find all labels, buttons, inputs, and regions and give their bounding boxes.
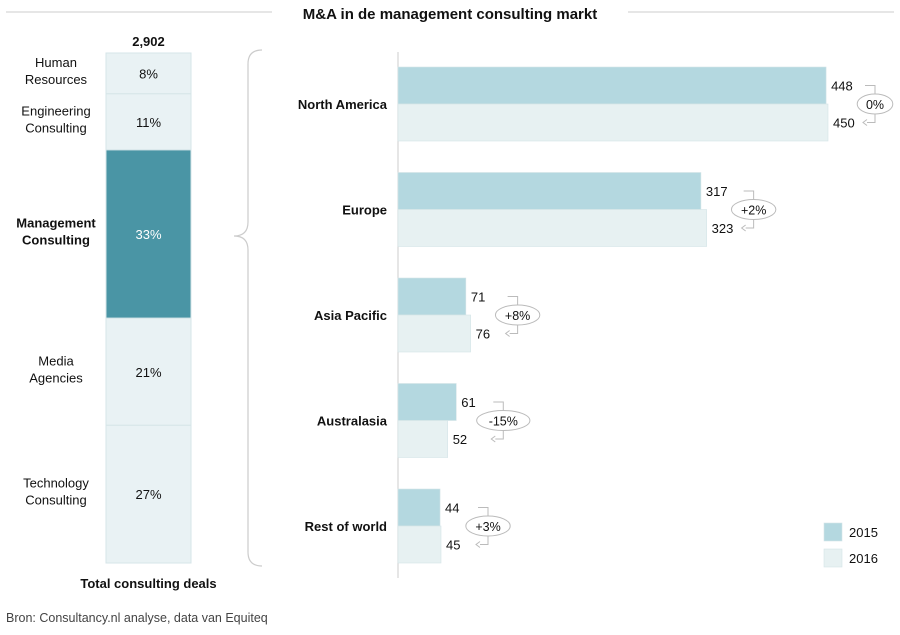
bar-2015: [397, 277, 467, 316]
bar-value-label: 61: [461, 395, 475, 410]
stack-segment: [105, 93, 192, 151]
bar-value-label: 317: [706, 184, 728, 199]
stack-segment: [105, 317, 192, 426]
stack-value-label: 21%: [135, 365, 161, 380]
region-bar-chart: 448 450 North America 0% 317 323 Europe +2% 71 76…: [298, 52, 894, 578]
change-arrowhead: [740, 224, 746, 232]
stack-category-label: Consulting: [25, 120, 86, 135]
stack-value-label: 11%: [136, 115, 161, 130]
bar-2016: [397, 314, 471, 353]
bar-value-label: 448: [831, 79, 853, 94]
bar-value-label: 45: [446, 538, 460, 553]
change-badge: [465, 515, 511, 537]
region-label: Australasia: [317, 414, 388, 429]
legend-swatch-2015: [823, 522, 843, 542]
stacked-total-chart: 2,902 8% Human Resources 11% Engineering Consu…: [16, 34, 216, 591]
bar-2016: [397, 103, 829, 142]
stack-segment: [105, 52, 192, 95]
bar-value-label: 52: [453, 432, 467, 447]
bar-value-label: 450: [833, 116, 855, 131]
bar-value-label: 323: [712, 221, 734, 236]
change-badge: [730, 199, 777, 220]
stack-category-label: Agencies: [29, 370, 83, 385]
change-badge: [494, 304, 541, 326]
region-label: North America: [298, 97, 388, 112]
region-label: Rest of world: [305, 519, 387, 534]
bar-value-label: 76: [476, 327, 490, 342]
change-label: 0%: [866, 98, 884, 112]
bar-2016: [397, 209, 707, 247]
stack-category-label: Technology: [23, 476, 89, 491]
region-label: Europe: [342, 203, 387, 218]
change-arrowhead: [475, 541, 481, 548]
total-label: 2,902: [132, 34, 165, 49]
stack-category-label: Engineering: [21, 103, 90, 118]
stack-category-label: Resources: [25, 72, 88, 87]
bar-2016: [397, 420, 448, 458]
change-arrowhead: [490, 435, 496, 443]
stack-segment: [105, 424, 192, 564]
bar-2015: [397, 383, 457, 421]
source-note: Bron: Consultancy.nl analyse, data van E…: [6, 611, 268, 625]
bracket-brace: [233, 49, 263, 567]
legend-swatch-2016: [823, 548, 843, 568]
bar-value-label: 71: [471, 290, 485, 305]
change-badge: [476, 410, 531, 431]
bar-value-label: 44: [445, 501, 459, 516]
stack-category-label: Media: [38, 353, 74, 368]
change-arrowhead: [862, 119, 868, 126]
stack-value-label: 33%: [135, 227, 161, 242]
stack-category-label: Consulting: [22, 233, 90, 248]
stack-category-label: Management: [16, 216, 96, 231]
bar-2016: [397, 525, 442, 564]
stack-value-label: 27%: [135, 487, 161, 502]
change-label: -15%: [489, 415, 518, 429]
change-arrowhead: [504, 330, 510, 337]
legend-label: 2016: [849, 551, 878, 566]
region-label: Asia Pacific: [314, 308, 387, 323]
bar-2015: [397, 172, 702, 210]
change-label: +8%: [505, 309, 530, 323]
bar-2015: [397, 488, 441, 527]
stack-category-label: Human: [35, 55, 77, 70]
stack-category-label: Consulting: [25, 493, 86, 508]
change-badge: [856, 93, 894, 115]
bar-2015: [397, 66, 827, 105]
chart-title: M&A in de management consulting markt: [303, 6, 598, 23]
stack-value-label: 8%: [139, 66, 158, 81]
stack-x-label: Total consulting deals: [80, 576, 216, 591]
change-label: +3%: [475, 520, 500, 534]
change-label: +2%: [741, 204, 766, 218]
legend: 2015 2016: [823, 522, 878, 568]
stack-segment: [105, 149, 192, 319]
legend-label: 2015: [849, 525, 878, 540]
